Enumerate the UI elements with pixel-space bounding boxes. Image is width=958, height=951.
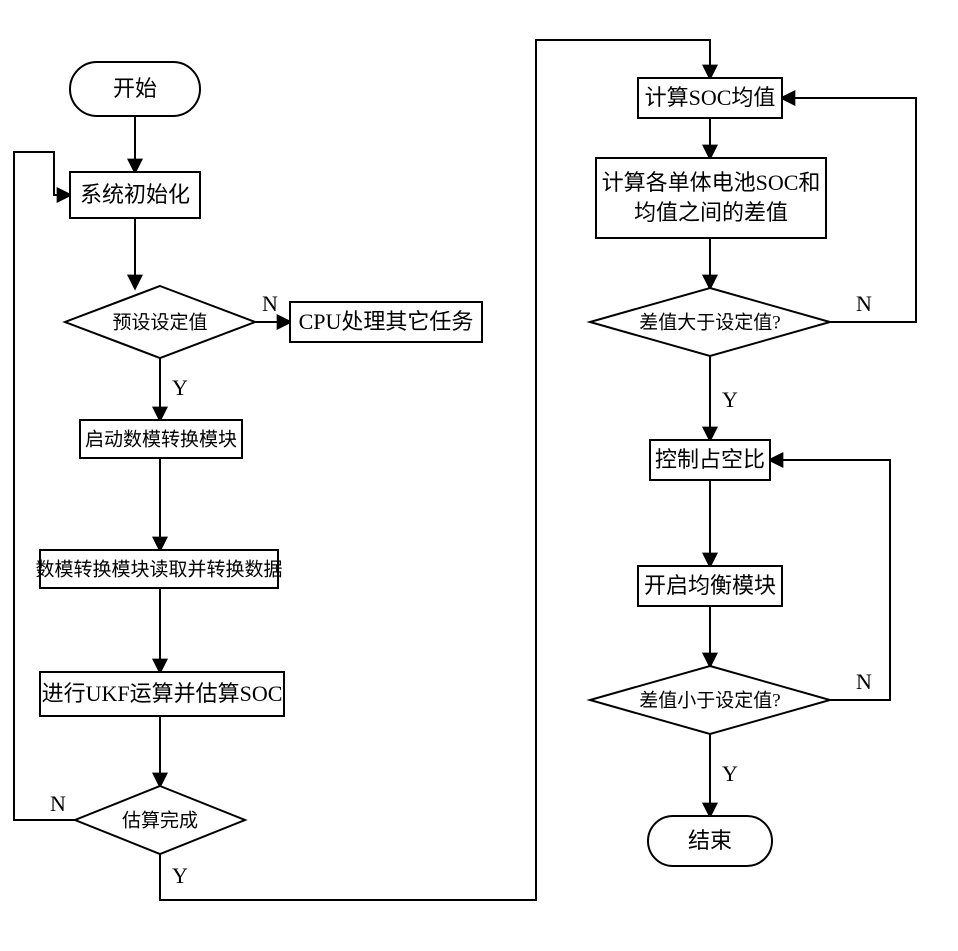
process-text: 启动数模转换模块 [85, 428, 237, 450]
edge-label: Y [172, 375, 188, 400]
decision-text: 估算完成 [122, 809, 198, 831]
flow-edge [14, 152, 75, 820]
edge-label: N [262, 291, 278, 316]
process-text: 数模转换模块读取并转换数据 [35, 558, 282, 580]
decision-text: 差值小于设定值? [639, 689, 780, 711]
process-text: 系统初始化 [80, 182, 190, 207]
edge-label: N [856, 291, 872, 316]
process-text: 计算SOC均值 [645, 85, 776, 110]
process-text: 均值之间的差值 [634, 200, 788, 225]
process-text: 开启均衡模块 [644, 573, 776, 598]
terminal-text: 开始 [113, 76, 157, 101]
terminal-text: 结束 [688, 828, 732, 853]
edge-label: Y [172, 863, 188, 888]
flow-edge [770, 460, 890, 700]
edge-label: Y [722, 761, 738, 786]
edge-label: N [50, 791, 66, 816]
decision-text: 差值大于设定值? [639, 311, 780, 333]
process-text: 计算各单体电池SOC和 [602, 170, 821, 195]
decision-text: 预设设定值 [112, 311, 207, 333]
edge-label: N [856, 669, 872, 694]
edge-label: Y [722, 387, 738, 412]
process-text: CPU处理其它任务 [299, 309, 474, 334]
process-text: 控制占空比 [655, 447, 765, 472]
process-text: 进行UKF运算并估算SOC [42, 681, 283, 706]
